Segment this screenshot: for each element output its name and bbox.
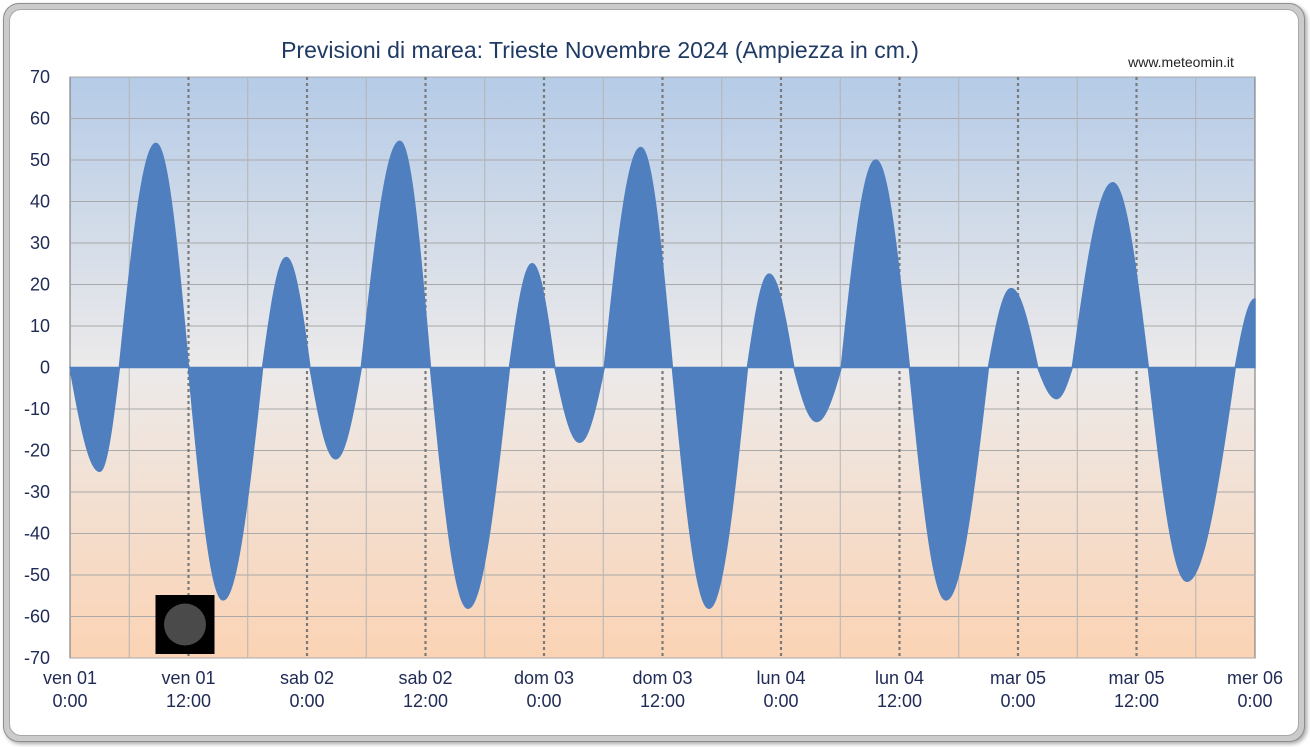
x-tick-day-label: dom 03: [632, 668, 692, 688]
y-tick-label: 10: [30, 316, 50, 336]
x-tick-day-label: dom 03: [514, 668, 574, 688]
x-tick-time-label: 0:00: [763, 691, 798, 711]
x-tick-time-label: 0:00: [1000, 691, 1035, 711]
x-tick-day-label: ven 01: [43, 668, 97, 688]
x-tick-day-label: mar 05: [1108, 668, 1164, 688]
y-tick-label: 70: [30, 67, 50, 87]
x-tick-time-label: 0:00: [526, 691, 561, 711]
y-tick-label: 60: [30, 109, 50, 129]
new-moon-icon: [155, 595, 215, 654]
x-axis: ven 01 0:00 ven 01 12:00 sab 02 0:00 sab 02 12:…: [43, 668, 1283, 711]
x-tick-time-label: 12:00: [1114, 691, 1159, 711]
x-tick-day-label: mer 06: [1227, 668, 1283, 688]
x-tick-time-label: 12:00: [877, 691, 922, 711]
y-tick-label: 0: [40, 358, 50, 378]
y-tick-label: -50: [24, 565, 50, 585]
x-tick-day-label: lun 04: [756, 668, 805, 688]
tide-area-series: [69, 140, 1256, 609]
y-tick-label: 40: [30, 192, 50, 212]
x-tick-day-label: lun 04: [875, 668, 924, 688]
x-tick-time-label: 12:00: [403, 691, 448, 711]
x-tick-time-label: 0:00: [289, 691, 324, 711]
y-tick-label: 50: [30, 150, 50, 170]
x-tick-time-label: 0:00: [52, 691, 87, 711]
moon-disc: [164, 603, 206, 646]
x-tick-time-label: 0:00: [1237, 691, 1272, 711]
y-tick-label: 30: [30, 233, 50, 253]
y-tick-label: -60: [24, 607, 50, 627]
y-tick-label: -10: [24, 399, 50, 419]
source-link[interactable]: www.meteomin.it: [1127, 54, 1234, 70]
y-tick-label: -70: [24, 648, 50, 668]
chart-title: Previsioni di marea: Trieste Novembre 20…: [281, 37, 919, 63]
y-tick-label: -30: [24, 482, 50, 502]
y-tick-label: -40: [24, 524, 50, 544]
y-axis: 70 60 50 40 30 20 10 0 -10 -20 -30 -40 -50 -60 -70: [24, 67, 50, 668]
y-tick-label: 20: [30, 275, 50, 295]
x-tick-day-label: ven 01: [161, 668, 215, 688]
x-tick-time-label: 12:00: [640, 691, 685, 711]
x-tick-day-label: mar 05: [990, 668, 1046, 688]
x-tick-day-label: sab 02: [398, 668, 452, 688]
y-tick-label: -20: [24, 441, 50, 461]
x-tick-day-label: sab 02: [280, 668, 334, 688]
x-tick-time-label: 12:00: [166, 691, 211, 711]
